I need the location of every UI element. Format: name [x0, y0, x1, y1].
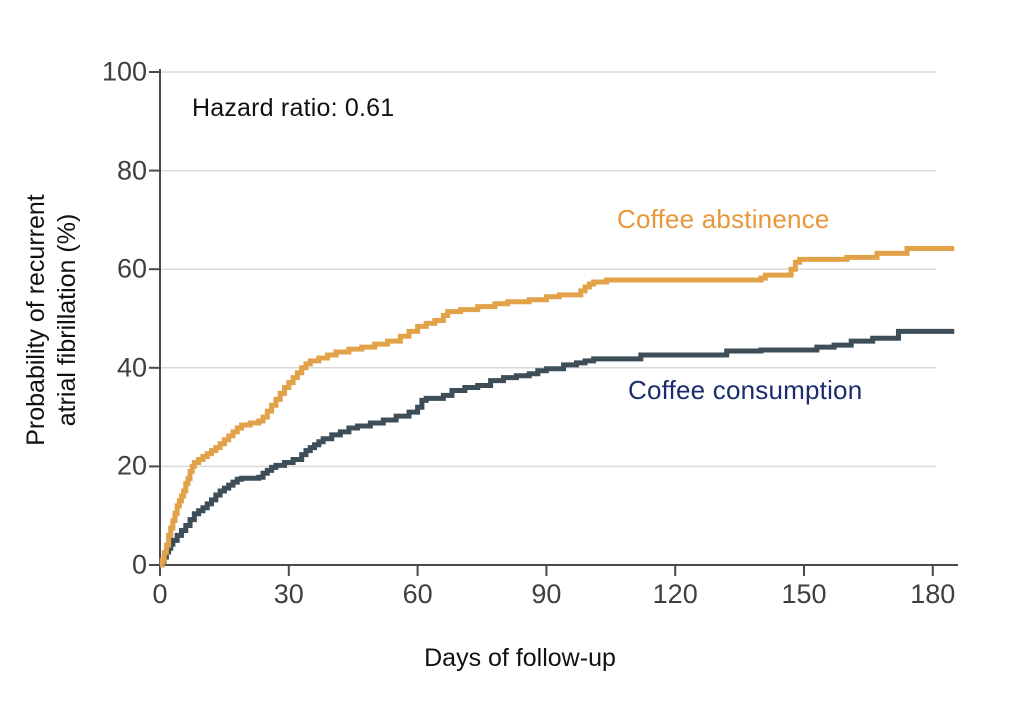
legend-coffee-consumption: Coffee consumption [628, 375, 863, 405]
y-axis-title: Probability of recurrent atrial fibrilla… [21, 194, 81, 446]
x-tick-label-150: 150 [781, 579, 827, 609]
x-tick-label-120: 120 [652, 579, 698, 609]
y-tick-label-80: 80 [116, 155, 147, 186]
y-tick-label-0: 0 [131, 549, 147, 580]
hazard-ratio-annotation: Hazard ratio: 0.61 [192, 94, 395, 122]
y-tick-label-100: 100 [101, 56, 147, 87]
y-tick-label-60: 60 [116, 253, 147, 284]
y-tick-label-20: 20 [116, 450, 147, 481]
x-axis-title: Days of follow-up [424, 644, 616, 672]
legend-coffee-abstinence: Coffee abstinence [617, 204, 830, 234]
x-tick-label-180: 180 [910, 579, 956, 609]
x-tick-label-90: 90 [531, 579, 562, 609]
curve-coffee-consumption [159, 328, 955, 568]
x-tick-label-60: 60 [402, 579, 433, 609]
y-tick-label-40: 40 [116, 352, 147, 383]
curve-coffee-abstinence [159, 245, 955, 568]
x-tick-label-30: 30 [273, 579, 304, 609]
x-tick-label-0: 0 [152, 579, 168, 609]
